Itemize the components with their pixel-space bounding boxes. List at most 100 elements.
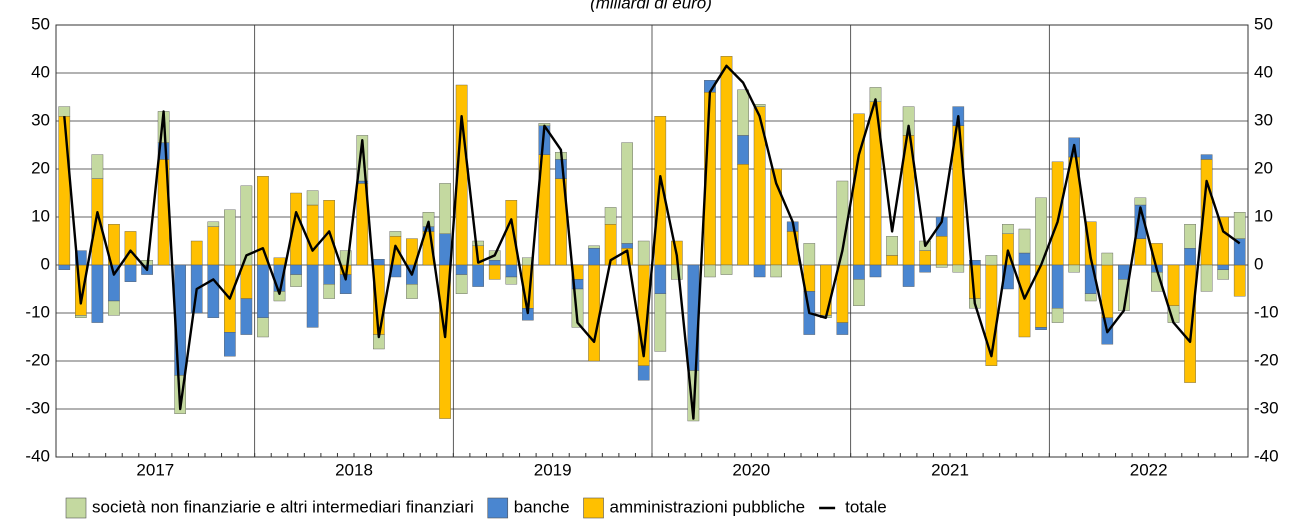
bar xyxy=(853,279,865,306)
bar xyxy=(919,250,931,266)
bar xyxy=(621,243,633,249)
y-tick-label: -10 xyxy=(25,302,50,321)
bar xyxy=(770,264,782,278)
bar xyxy=(803,243,816,266)
bar xyxy=(720,264,733,275)
legend-label: totale xyxy=(845,497,887,516)
bar xyxy=(488,260,501,266)
bar xyxy=(1134,238,1147,266)
bar xyxy=(505,199,518,266)
bar xyxy=(886,255,898,266)
bar xyxy=(1217,264,1229,270)
bar xyxy=(654,293,667,352)
bar xyxy=(836,322,849,335)
bar xyxy=(1018,228,1031,254)
line xyxy=(63,64,1241,420)
y2-tick-label: 0 xyxy=(1254,254,1263,273)
bar xyxy=(455,274,468,295)
y-tick-label: 20 xyxy=(31,158,50,177)
bar xyxy=(472,264,484,287)
y2-tick-label: 50 xyxy=(1254,14,1273,33)
bar xyxy=(737,89,749,136)
bar xyxy=(902,264,915,287)
bar xyxy=(1035,327,1047,330)
bar xyxy=(969,260,981,266)
bar xyxy=(108,300,120,316)
bar xyxy=(571,288,584,328)
bar xyxy=(91,154,104,179)
x-tick-label: 2019 xyxy=(534,460,572,479)
plot-frame xyxy=(55,24,1249,458)
y2-tick-label: -40 xyxy=(1254,446,1279,465)
bar xyxy=(1051,161,1064,266)
x-tick-label: 2020 xyxy=(732,460,770,479)
bar xyxy=(240,298,253,335)
bar xyxy=(58,264,71,270)
bar xyxy=(240,264,253,299)
bar xyxy=(207,221,220,227)
bar xyxy=(190,240,203,266)
bar xyxy=(1002,264,1014,290)
legend-swatch xyxy=(583,497,604,519)
bar xyxy=(637,365,650,381)
legend-label: amministrazioni pubbliche xyxy=(610,497,806,516)
bar xyxy=(704,264,716,278)
bar xyxy=(935,264,948,268)
bar xyxy=(273,257,286,266)
bar xyxy=(58,106,71,117)
y-tick-label: 40 xyxy=(31,62,50,81)
bar xyxy=(1051,308,1064,323)
bar xyxy=(853,113,865,266)
legend-swatch xyxy=(487,497,509,519)
bar xyxy=(323,264,335,285)
bar xyxy=(1167,264,1180,306)
x-tick-label: 2022 xyxy=(1130,460,1168,479)
bar xyxy=(373,259,385,266)
bar xyxy=(1018,264,1031,338)
bar xyxy=(91,178,104,266)
bar xyxy=(952,264,965,273)
bar xyxy=(1002,223,1014,234)
bar xyxy=(505,264,518,278)
bar xyxy=(488,264,501,280)
y-tick-label: -40 xyxy=(25,446,50,465)
bar xyxy=(75,315,87,318)
bar xyxy=(820,264,832,316)
bar xyxy=(886,235,898,256)
chart-subtitle: (miliardi di euro) xyxy=(590,0,712,12)
bar xyxy=(1084,293,1097,302)
bar xyxy=(869,264,882,278)
bar xyxy=(1200,154,1213,160)
bar xyxy=(1118,264,1130,280)
bar xyxy=(902,106,915,136)
bar xyxy=(323,284,335,299)
x-tick-label: 2018 xyxy=(335,460,373,479)
bar xyxy=(207,264,220,318)
y2-tick-label: -10 xyxy=(1254,302,1279,321)
bar xyxy=(389,231,402,237)
bar xyxy=(439,233,451,266)
bar xyxy=(224,209,236,266)
bar xyxy=(339,250,352,266)
bar xyxy=(1217,269,1229,280)
bar xyxy=(588,247,600,266)
bar xyxy=(1217,216,1229,266)
bar xyxy=(257,317,269,338)
bar xyxy=(604,207,617,225)
y-tick-label: -20 xyxy=(25,350,50,369)
bar xyxy=(306,264,319,328)
bar xyxy=(1018,252,1031,266)
y-tick-label: -30 xyxy=(25,398,50,417)
bar xyxy=(654,264,667,294)
y-tick-label: 0 xyxy=(41,254,50,273)
bar xyxy=(240,185,253,266)
bar xyxy=(919,264,931,273)
x-tick-label: 2017 xyxy=(136,460,174,479)
bar xyxy=(588,264,600,362)
bar xyxy=(306,204,319,266)
bar xyxy=(91,264,104,323)
legend-label: banche xyxy=(514,497,570,516)
bar xyxy=(472,240,484,247)
y-tick-label: 50 xyxy=(31,14,50,33)
